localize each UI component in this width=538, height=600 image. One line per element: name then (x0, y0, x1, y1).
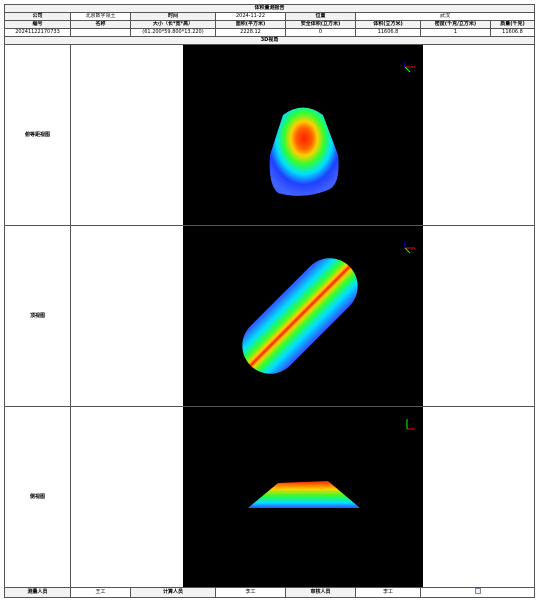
view-label: 顶视图 (4, 225, 71, 407)
column-header: 安全体积(立方米) (285, 20, 356, 29)
label: 位置 (285, 12, 356, 21)
column-header: 大小（长*宽*高） (130, 20, 216, 29)
cell: 20241122170733 (4, 28, 71, 37)
column-header: 密度(千克/立方米) (420, 20, 491, 29)
column-header: 编号 (4, 20, 71, 29)
value: 2024-11-22 (215, 12, 286, 21)
report-table: 体积量测报告 公司 北京数字领土 时间 2024-11-22 位置 武汉 编号名… (3, 4, 536, 598)
label: 计算人员 (130, 587, 216, 598)
view-top (182, 226, 423, 406)
view-cell (69, 44, 536, 226)
label: 审核人员 (285, 587, 356, 598)
cell: (61.200*59.800*13.220) (130, 28, 216, 37)
value: 王工 (70, 587, 131, 598)
view-cell (69, 225, 536, 407)
label: 时间 (130, 12, 216, 21)
cell (70, 28, 131, 37)
section-title: 3D视角 (3, 36, 536, 45)
column-header: 名称 (70, 20, 131, 29)
view-side (182, 407, 423, 587)
value: 武汉 (354, 12, 536, 21)
value: 李工 (355, 587, 421, 598)
label: 测量人员 (4, 587, 71, 598)
view-label: 俯等距视图 (4, 44, 71, 226)
column-header: 面积(平方米) (215, 20, 286, 29)
column-header: 质量(千克) (489, 20, 536, 29)
view-cell (69, 406, 536, 588)
report-title: 体积量测报告 (3, 4, 536, 13)
cell: 11606.8 (489, 28, 536, 37)
cell: 11606.8 (355, 28, 421, 37)
broken-image-icon (474, 588, 481, 594)
signature-cell (419, 587, 536, 598)
cell: 1 (420, 28, 491, 37)
column-header: 体积(立方米) (355, 20, 421, 29)
label: 公司 (4, 12, 71, 21)
view-isometric (182, 45, 423, 225)
view-label: 侧视图 (4, 406, 71, 588)
cell: 0 (285, 28, 356, 37)
cell: 2228.12 (215, 28, 286, 37)
value: 李工 (215, 587, 286, 598)
value: 北京数字领土 (70, 12, 131, 21)
